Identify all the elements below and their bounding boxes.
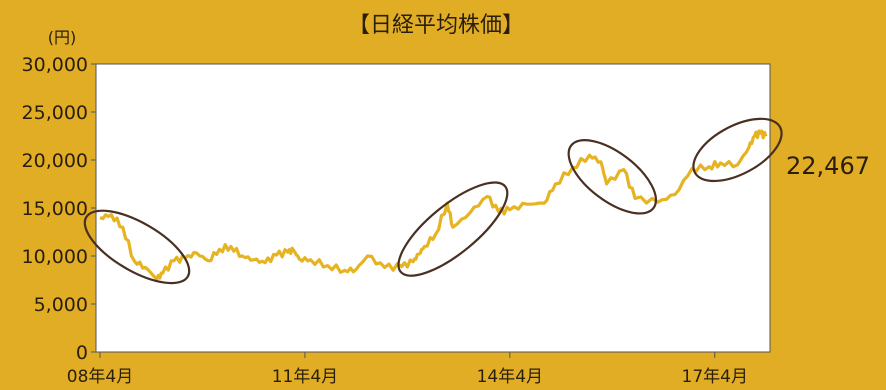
x-tick-label: 11年4月 (272, 367, 338, 387)
y-unit-label: (円) (48, 28, 77, 47)
plot-area (95, 63, 771, 353)
y-tick-label: 10,000 (22, 246, 88, 268)
x-tick-label: 08年4月 (67, 367, 133, 387)
x-axis: 08年4月 11年4月 14年4月 17年4月 (67, 352, 748, 387)
y-tick-label: 20,000 (22, 150, 88, 172)
y-tick-label: 0 (76, 342, 88, 364)
x-tick-label: 14年4月 (477, 367, 543, 387)
highlight-ellipse (397, 181, 509, 277)
y-tick-label: 25,000 (22, 102, 88, 124)
y-axis: 0 5,000 10,000 15,000 20,000 25,000 30,000 (22, 54, 96, 364)
y-tick-label: 15,000 (22, 198, 88, 220)
chart-title: 【日経平均株価】 (348, 13, 524, 38)
series-layer (99, 129, 768, 281)
highlight-ellipse (692, 117, 783, 183)
annotation-layer (83, 117, 783, 285)
series-line (99, 129, 768, 281)
highlight-ellipse (83, 209, 191, 285)
x-tick-label: 17年4月 (682, 367, 748, 387)
y-tick-label: 5,000 (34, 294, 88, 316)
last-value-label: 22,467 (786, 152, 870, 180)
y-tick-label: 30,000 (22, 54, 88, 76)
highlight-ellipse (567, 139, 658, 215)
